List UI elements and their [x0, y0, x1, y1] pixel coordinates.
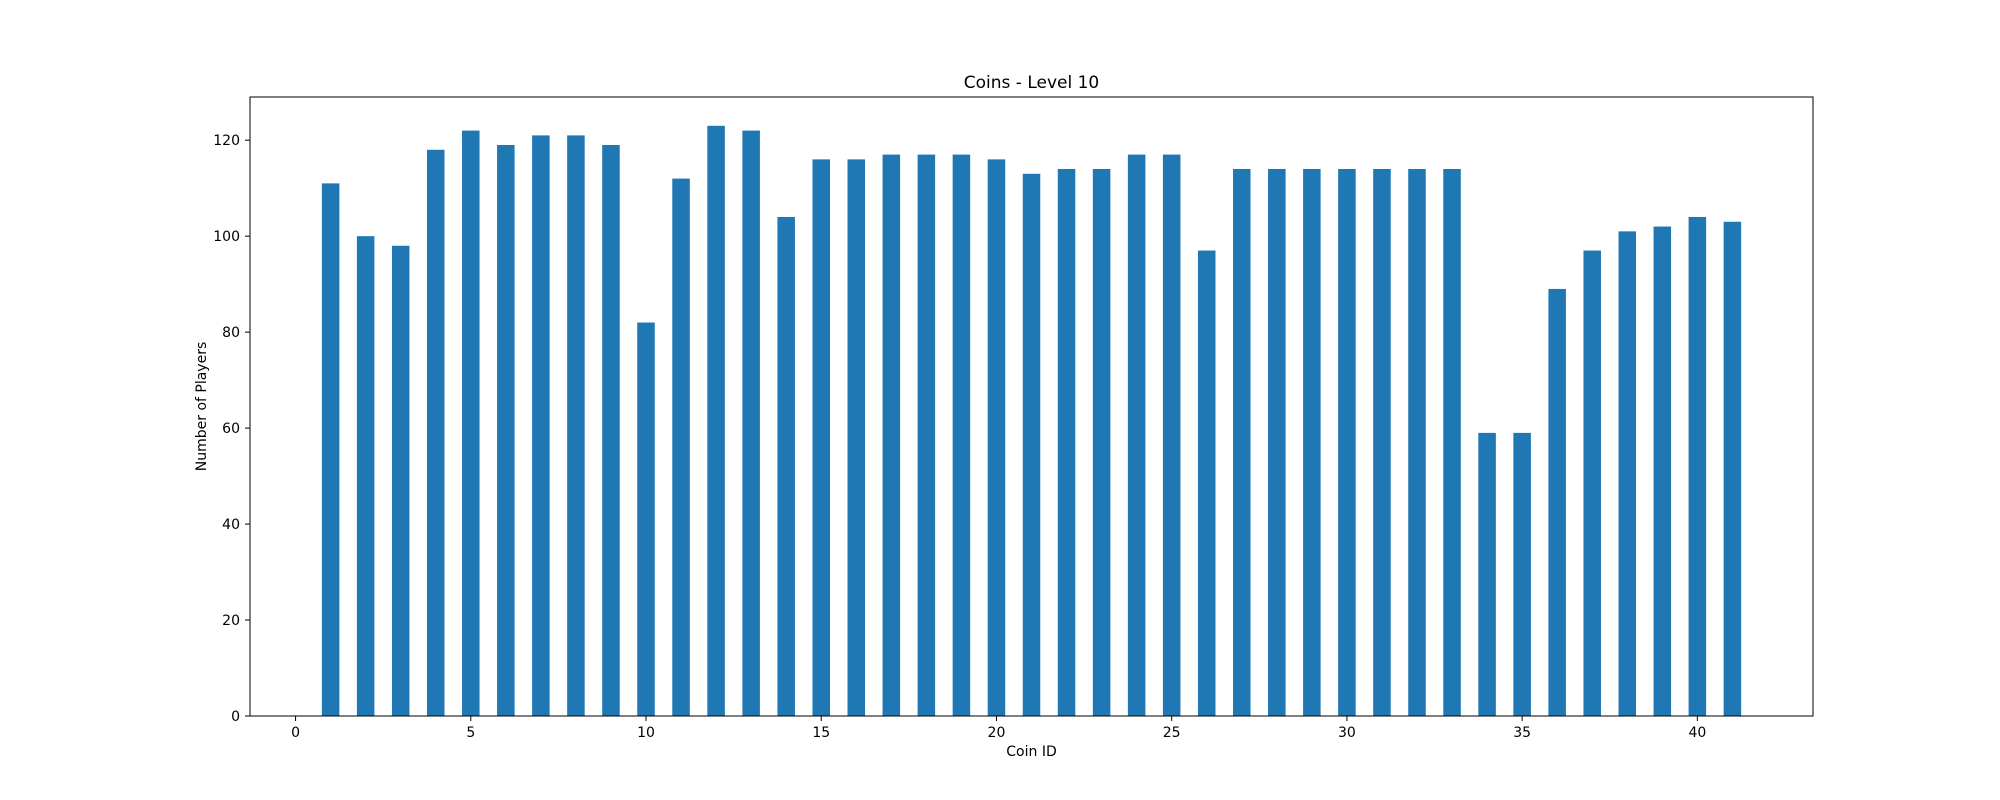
y-tick-label: 80 [222, 325, 240, 341]
y-tick-label: 120 [213, 133, 240, 149]
y-tick-label: 60 [222, 421, 240, 437]
bar-coin-20 [987, 159, 1006, 716]
bar-coin-35 [1513, 432, 1531, 716]
bar-coin-7 [532, 135, 550, 717]
bar-coin-12 [707, 125, 725, 716]
x-tick-label: 20 [988, 725, 1006, 741]
bar-series [321, 125, 1742, 717]
bar-coin-16 [847, 159, 866, 716]
bar-coin-6 [497, 144, 515, 716]
x-tick-label: 35 [1513, 725, 1531, 741]
x-tick-label: 0 [291, 725, 300, 741]
y-tick-label: 0 [231, 709, 240, 725]
chart-title: Coins - Level 10 [964, 73, 1099, 93]
y-axis-label: Number of Players [194, 342, 210, 472]
bar-coin-41 [1723, 221, 1742, 716]
bar-coin-24 [1127, 154, 1146, 716]
bar-coin-2 [356, 236, 375, 717]
bar-coin-36 [1548, 288, 1566, 716]
bar-coin-1 [321, 183, 340, 717]
bar-coin-15 [812, 159, 830, 716]
bar-coin-10 [637, 322, 655, 716]
x-tick-label: 25 [1163, 725, 1181, 741]
bar-coin-29 [1303, 168, 1321, 716]
bar-coin-37 [1583, 250, 1601, 716]
bar-coin-34 [1478, 432, 1496, 716]
bar-coin-39 [1653, 226, 1672, 716]
bar-coin-32 [1408, 168, 1426, 716]
bar-coin-21 [1022, 173, 1041, 716]
bar-coin-33 [1443, 168, 1461, 716]
bar-coin-31 [1373, 168, 1391, 716]
bar-coin-13 [742, 130, 760, 717]
bar-coin-40 [1688, 216, 1707, 716]
bar-coin-18 [917, 154, 936, 716]
bar-coin-19 [952, 154, 971, 716]
bar-coin-25 [1162, 154, 1181, 716]
x-axis-ticks: 0 5 10 15 20 25 30 35 40 [291, 716, 1706, 741]
bar-coin-4 [426, 149, 445, 716]
bar-coin-30 [1338, 168, 1356, 716]
y-tick-label: 20 [222, 613, 240, 629]
bar-coin-5 [462, 130, 480, 717]
y-axis-ticks: 0 20 40 60 80 100 120 [213, 133, 250, 725]
x-tick-label: 40 [1688, 725, 1706, 741]
y-tick-label: 100 [213, 229, 240, 245]
bar-coin-38 [1618, 231, 1637, 717]
bar-coin-23 [1092, 168, 1111, 716]
bar-coin-22 [1057, 168, 1076, 716]
bar-coin-14 [777, 216, 795, 716]
bar-coin-8 [567, 135, 585, 717]
x-tick-label: 15 [812, 725, 830, 741]
x-tick-label: 10 [637, 725, 655, 741]
bar-coin-26 [1197, 250, 1216, 716]
x-axis-label: Coin ID [1006, 744, 1056, 760]
bar-coin-11 [672, 178, 690, 717]
bar-coin-28 [1268, 168, 1286, 716]
x-tick-label: 5 [466, 725, 475, 741]
bar-coin-9 [602, 144, 620, 716]
x-tick-label: 30 [1338, 725, 1356, 741]
plot-area-frame [249, 96, 1814, 717]
bar-coin-3 [391, 245, 410, 716]
bar-coin-27 [1233, 168, 1251, 716]
bar-coin-17 [882, 154, 901, 716]
y-tick-label: 40 [222, 517, 240, 533]
